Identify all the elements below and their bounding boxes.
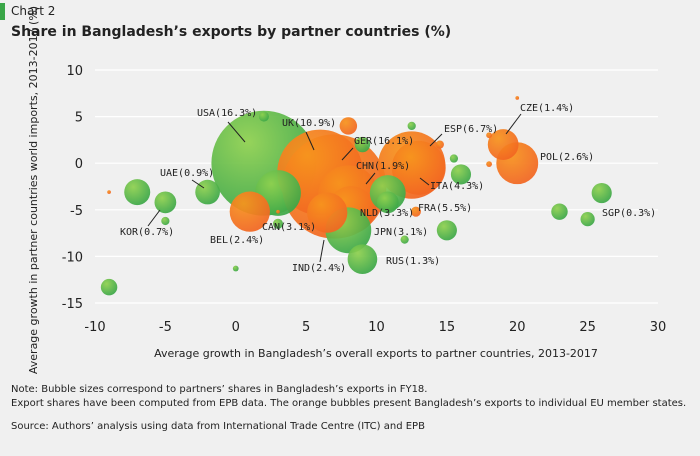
x-tick-label: -5	[159, 320, 172, 335]
bubble	[154, 191, 177, 214]
leader-line	[429, 133, 443, 147]
data-label: SGP(0.3%)	[602, 208, 656, 219]
data-label: GER(16.1%)	[354, 136, 414, 147]
notes: Note: Bubble sizes correspond to partner…	[11, 383, 686, 434]
bubble	[339, 117, 358, 135]
data-label: UK(10.9%)	[282, 118, 336, 129]
bubble	[276, 209, 280, 214]
x-tick-label: 0	[232, 320, 240, 335]
y-tick-label: -10	[62, 250, 83, 265]
y-tick-label: 10	[66, 64, 83, 79]
data-label: ITA(4.3%)	[430, 181, 484, 192]
x-tick-label: 30	[650, 320, 667, 335]
bubble	[487, 129, 519, 160]
leader-line	[365, 172, 376, 185]
bubble	[232, 265, 239, 272]
bubble	[124, 179, 151, 206]
data-label: BEL(2.4%)	[210, 235, 264, 246]
leader-line	[191, 179, 205, 189]
x-tick-label: 25	[579, 320, 596, 335]
x-tick-label: 20	[509, 320, 526, 335]
bubble	[161, 216, 170, 226]
bubble	[376, 191, 399, 214]
bubble	[100, 278, 118, 296]
note-line-1: Note: Bubble sizes correspond to partner…	[11, 384, 428, 395]
leader-line	[227, 121, 246, 143]
y-tick-label: -15	[62, 297, 83, 312]
bubble	[486, 132, 493, 139]
data-label: RUS(1.3%)	[386, 256, 440, 267]
chart-title: Share in Bangladesh’s exports by partner…	[11, 24, 452, 40]
chart-number-label: Chart 2	[0, 2, 55, 20]
accent-bar	[0, 2, 5, 20]
data-label: JPN(3.1%)	[374, 227, 428, 238]
bubble	[551, 203, 568, 220]
bubble	[449, 154, 459, 163]
bubble	[580, 211, 595, 227]
bubble	[515, 96, 520, 100]
chart-number: Chart 2	[11, 4, 56, 18]
x-tick-label: 5	[302, 320, 310, 335]
x-axis-title: Average growth in Bangladesh’s overall e…	[154, 347, 598, 360]
bubble	[347, 244, 378, 275]
data-label: CZE(1.4%)	[520, 103, 574, 114]
bubble	[450, 164, 472, 185]
bubble	[400, 235, 409, 244]
data-label: CAN(3.1%)	[262, 222, 316, 233]
note-line-2: Export shares have been computed from EP…	[11, 398, 687, 409]
x-tick-label: 15	[439, 320, 456, 335]
leader-line	[419, 177, 430, 186]
bubble	[410, 206, 421, 217]
data-label: POL(2.6%)	[540, 152, 594, 163]
leader-line	[505, 113, 522, 135]
source-note: Source: Authors’ analysis using data fro…	[11, 421, 425, 432]
leader-line	[319, 239, 325, 263]
bubble	[354, 136, 371, 153]
bubble	[307, 192, 348, 233]
data-label: NLD(3.3%)	[360, 208, 414, 219]
bubble	[272, 218, 284, 229]
data-label: FRA(5.5%)	[418, 203, 472, 214]
leader-line	[305, 131, 315, 151]
data-label: USA(16.3%)	[197, 108, 257, 119]
y-tick-label: -5	[70, 204, 83, 219]
bubble	[436, 220, 457, 241]
bubble	[107, 190, 111, 194]
bubble	[486, 161, 493, 168]
bubble	[391, 140, 446, 195]
y-axis-title: Average growth in partner countries worl…	[27, 6, 40, 374]
data-label: IND(2.4%)	[292, 263, 346, 274]
data-label: UAE(0.9%)	[160, 168, 214, 179]
y-tick-label: 5	[75, 111, 83, 126]
data-label: KOR(0.7%)	[120, 227, 174, 238]
bubble	[229, 191, 270, 232]
x-tick-label: 10	[368, 320, 385, 335]
bubble	[591, 182, 612, 204]
leader-line	[147, 209, 161, 227]
bubble	[407, 121, 416, 131]
leader-line	[341, 147, 354, 161]
data-label: CHN(1.9%)	[356, 161, 410, 172]
data-label: ESP(6.7%)	[444, 124, 498, 135]
bubble	[435, 140, 444, 149]
bubble	[258, 111, 269, 122]
x-tick-label: -10	[84, 320, 105, 335]
y-tick-label: 0	[75, 157, 83, 172]
bubble	[195, 179, 220, 205]
